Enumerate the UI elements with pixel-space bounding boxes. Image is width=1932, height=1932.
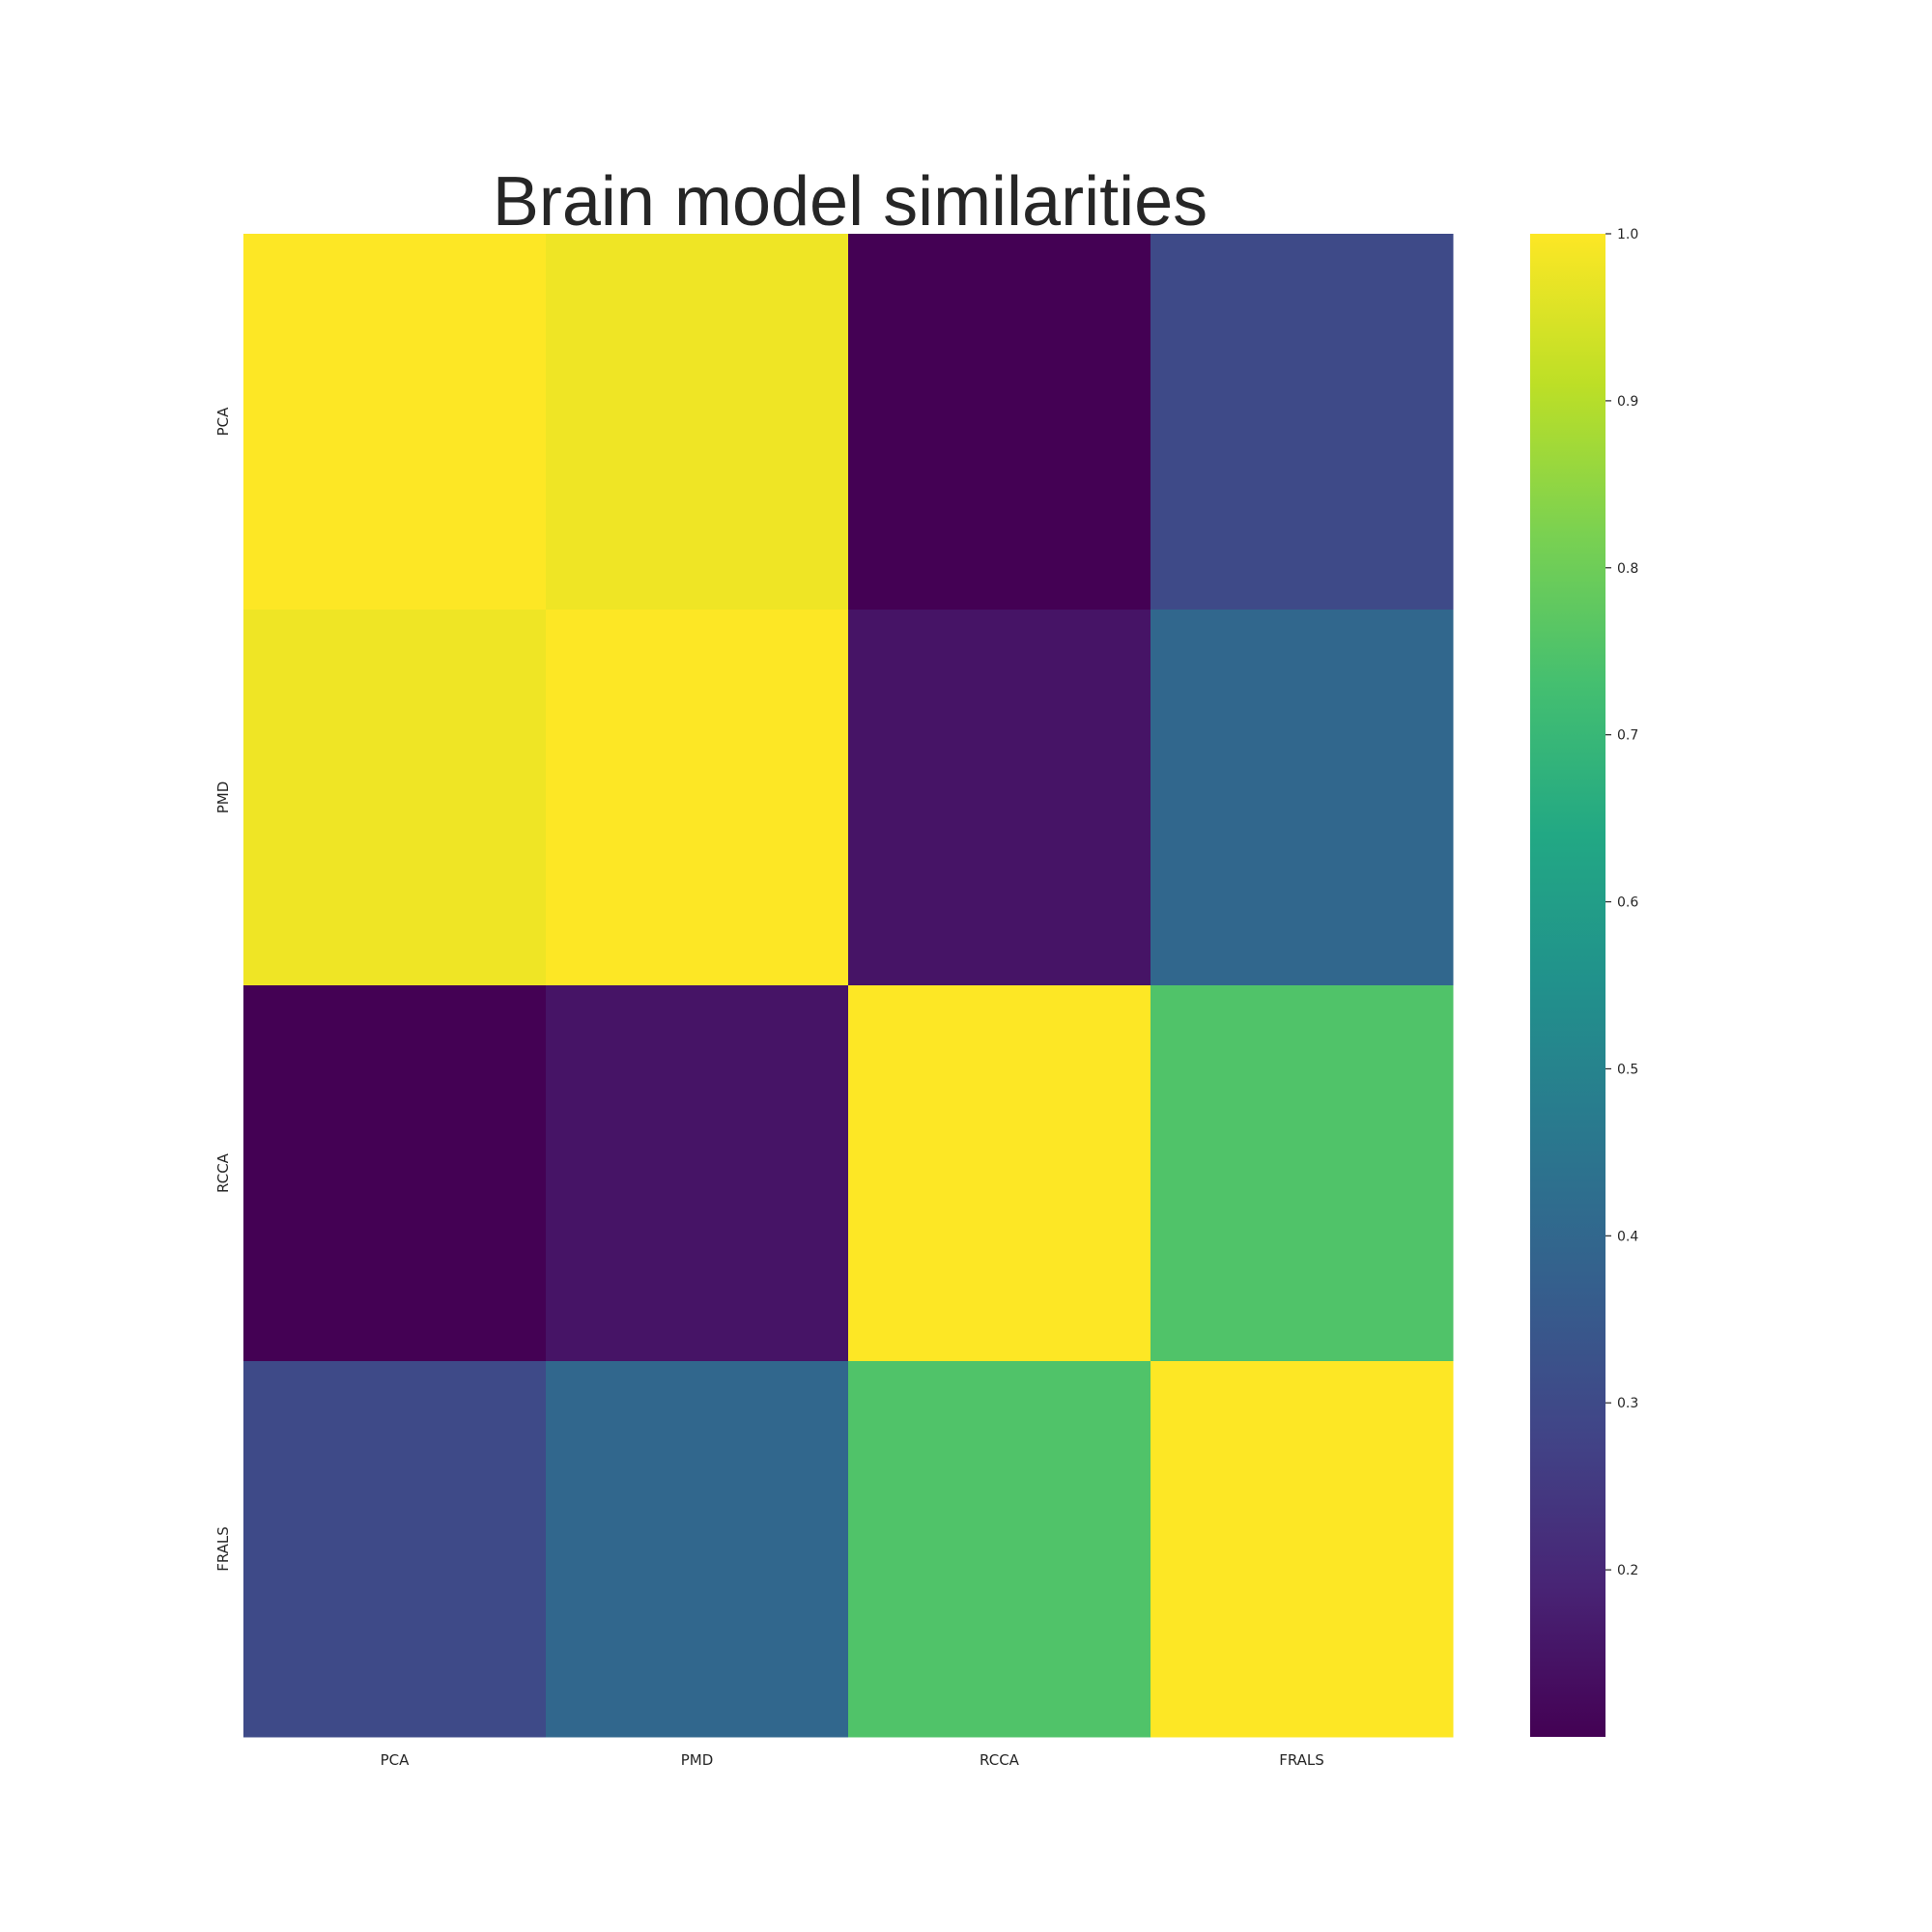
x-tick-label: RCCA bbox=[980, 1751, 1020, 1769]
heatmap-cell-pca-pmd bbox=[546, 234, 849, 611]
y-tick-label: PMD bbox=[214, 781, 232, 814]
heatmap-cell-frals-pmd bbox=[546, 1361, 849, 1738]
colorbar: 0.2 0.3 0.4 0.5 0.6 0.7 0.8 0.9 1.0 bbox=[1530, 227, 1638, 1737]
x-tick-label: FRALS bbox=[1279, 1751, 1324, 1769]
heatmap-cell-frals-frals bbox=[1151, 1361, 1454, 1738]
x-tick-label: PCA bbox=[381, 1751, 411, 1769]
heatmap-cell-pca-frals bbox=[1151, 234, 1454, 611]
heatmap-cell-pmd-rcca bbox=[848, 610, 1151, 986]
colorbar-tick-label: 0.2 bbox=[1617, 1563, 1638, 1578]
heatmap-cell-rcca-pca bbox=[243, 985, 547, 1362]
y-tick-label: PCA bbox=[214, 407, 232, 437]
colorbar-tick-label: 1.0 bbox=[1617, 227, 1638, 242]
colorbar-tick-label: 0.8 bbox=[1617, 561, 1638, 577]
heatmap-cell-frals-rcca bbox=[848, 1361, 1151, 1738]
heatmap-cell-frals-pca bbox=[243, 1361, 547, 1738]
y-tick-label: FRALS bbox=[214, 1526, 232, 1572]
colorbar-gradient bbox=[1530, 234, 1605, 1737]
y-tick-labels: PCA PMD RCCA FRALS bbox=[214, 407, 232, 1572]
colorbar-tick-label: 0.3 bbox=[1617, 1396, 1638, 1411]
heatmap-cell-pmd-pmd bbox=[546, 610, 849, 986]
x-tick-label: PMD bbox=[681, 1751, 714, 1769]
colorbar-tick-label: 0.9 bbox=[1617, 394, 1638, 410]
colorbar-tick-label: 0.5 bbox=[1617, 1062, 1638, 1077]
y-tick-label: RCCA bbox=[214, 1152, 232, 1193]
chart-title: Brain model similarities bbox=[493, 163, 1208, 241]
heatmap-cells bbox=[243, 234, 1454, 1738]
heatmap-cell-pmd-frals bbox=[1151, 610, 1454, 986]
heatmap-cell-rcca-frals bbox=[1151, 985, 1454, 1362]
heatmap-cell-pca-rcca bbox=[848, 234, 1151, 611]
heatmap-cell-rcca-pmd bbox=[546, 985, 849, 1362]
heatmap-cell-rcca-rcca bbox=[848, 985, 1151, 1362]
colorbar-tick-label: 0.7 bbox=[1617, 728, 1638, 744]
heatmap-cell-pca-pca bbox=[243, 234, 547, 611]
colorbar-tick-label: 0.4 bbox=[1617, 1229, 1638, 1244]
colorbar-tick-label: 0.6 bbox=[1617, 895, 1638, 911]
x-tick-labels: PCA PMD RCCA FRALS bbox=[381, 1751, 1324, 1769]
heatmap-cell-pmd-pca bbox=[243, 610, 547, 986]
